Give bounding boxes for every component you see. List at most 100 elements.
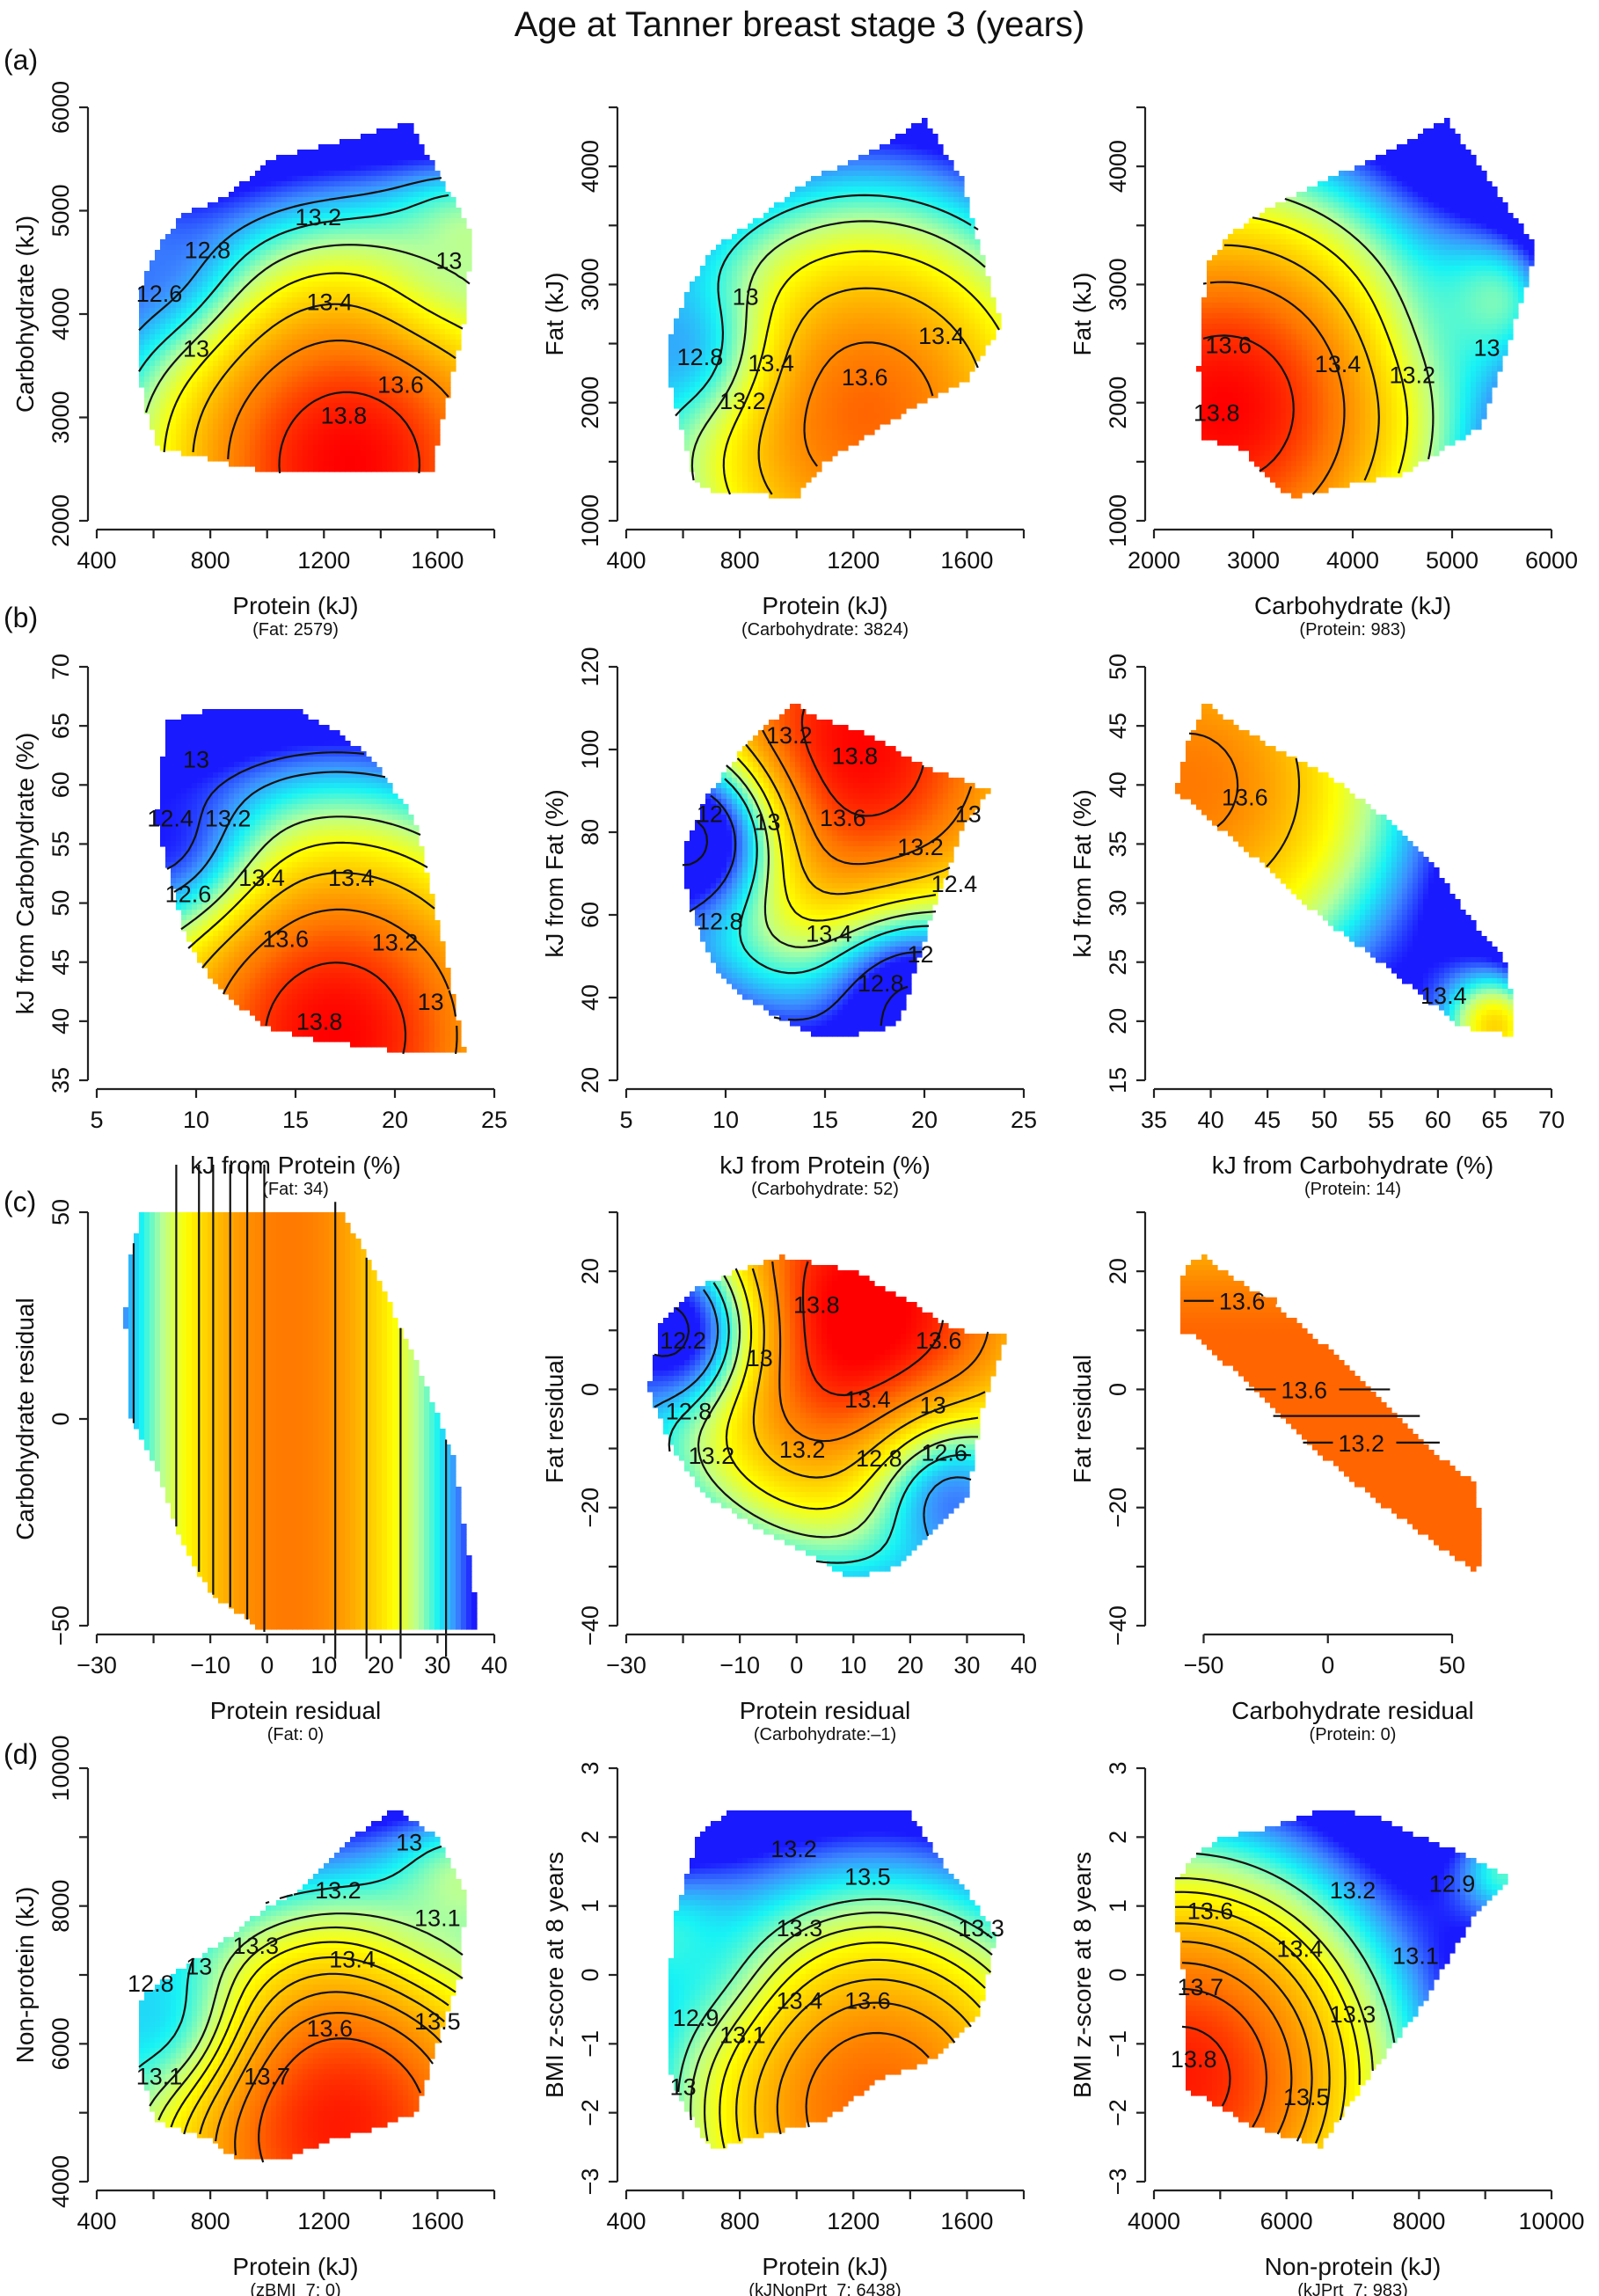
heat-cell: [155, 260, 161, 267]
heat-cell: [916, 287, 923, 293]
heat-cell: [901, 171, 907, 177]
heat-cell: [239, 245, 245, 251]
heat-cell: [318, 276, 325, 282]
heat-cell: [350, 350, 356, 356]
heat-cell: [429, 329, 435, 335]
heat-cell: [434, 350, 441, 356]
heat-cell: [922, 250, 928, 256]
heat-cell: [403, 176, 409, 182]
heat-cell: [753, 318, 759, 325]
heat-cell: [953, 250, 960, 256]
heat-cell: [350, 144, 356, 150]
heat-cell: [260, 424, 266, 430]
heat-cell: [858, 308, 865, 314]
heat-cell: [276, 308, 282, 314]
heat-cell: [769, 229, 775, 235]
heat-cell: [848, 229, 854, 235]
heat-cell: [382, 456, 388, 462]
heat-cell: [413, 413, 420, 420]
heat-cell: [869, 176, 875, 182]
heat-cell: [922, 208, 928, 214]
heat-cell: [450, 223, 456, 230]
heat-cell: [324, 250, 330, 256]
heat-cell: [150, 408, 156, 414]
heat-cell: [434, 297, 441, 303]
heat-cell: [869, 271, 875, 277]
heat-cell: [911, 313, 917, 319]
heat-cell: [218, 324, 224, 330]
heat-cell: [880, 271, 886, 277]
heat-cell: [848, 213, 854, 219]
heat-cell: [869, 234, 875, 240]
heat-cell: [922, 197, 928, 203]
heat-cell: [239, 250, 245, 256]
heat-cell: [445, 313, 451, 319]
heat-cell: [985, 303, 991, 309]
heat-cell: [260, 355, 266, 362]
heat-cell: [387, 429, 393, 435]
heat-cell: [424, 387, 430, 393]
heat-cell: [260, 387, 266, 393]
heat-cell: [895, 266, 902, 272]
heat-cell: [911, 234, 917, 240]
heat-cell: [827, 303, 833, 309]
heat-cell: [742, 255, 748, 261]
heat-cell: [716, 255, 722, 261]
heat-cell: [303, 382, 309, 388]
heat-cell: [980, 329, 986, 335]
heat-cell: [181, 429, 187, 435]
heat-cell: [890, 171, 896, 177]
heat-cell: [774, 202, 780, 208]
heat-cell: [895, 276, 902, 282]
heat-cell: [186, 366, 193, 372]
heat-cell: [456, 208, 462, 214]
heat-cell: [366, 324, 372, 330]
heat-cell: [811, 318, 817, 325]
heat-cell: [239, 366, 245, 372]
heat-cell: [959, 276, 965, 282]
heat-cell: [800, 197, 807, 203]
heat-cell: [932, 150, 938, 156]
heat-cell: [705, 292, 712, 298]
heat-cell: [144, 313, 150, 319]
heat-cell: [313, 234, 319, 240]
heat-cell: [398, 223, 404, 230]
heat-cell: [403, 282, 409, 288]
heat-cell: [350, 440, 356, 446]
heat-cell: [266, 403, 272, 409]
heat-cell: [234, 234, 240, 240]
heat-cell: [837, 223, 843, 230]
heat-cell: [382, 255, 388, 261]
heat-cell: [969, 266, 975, 272]
heat-cell: [779, 218, 785, 224]
heat-cell: [287, 329, 293, 335]
heat-cell: [292, 324, 298, 330]
heat-cell: [287, 213, 293, 219]
heat-cell: [816, 276, 822, 282]
heat-cell: [434, 213, 441, 219]
heat-cell: [218, 413, 224, 420]
heat-cell: [192, 419, 198, 425]
heat-cell: [292, 186, 298, 193]
y-tick-label: 3000: [47, 391, 74, 443]
heat-cell: [324, 260, 330, 267]
heat-cell: [413, 324, 420, 330]
heat-cell: [202, 387, 208, 393]
heat-cell: [308, 155, 314, 161]
heat-cell: [774, 229, 780, 235]
heat-cell: [255, 313, 261, 319]
heat-cell: [340, 234, 346, 240]
heat-cell: [901, 192, 907, 198]
heat-cell: [985, 329, 991, 335]
heat-cell: [287, 466, 293, 472]
heat-cell: [434, 366, 441, 372]
heat-cell: [271, 450, 277, 457]
heat-cell: [911, 155, 917, 161]
heat-cell: [429, 318, 435, 325]
heat-cell: [234, 271, 240, 277]
heat-cell: [234, 387, 240, 393]
heat-cell: [674, 329, 680, 335]
heat-cell: [922, 128, 928, 135]
heat-cell: [429, 387, 435, 393]
